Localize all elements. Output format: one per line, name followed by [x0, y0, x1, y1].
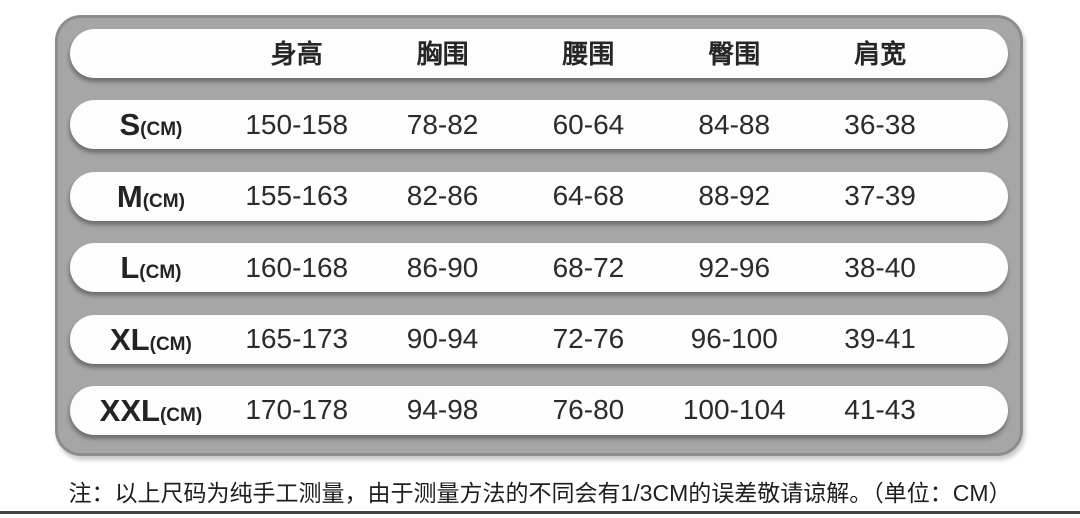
- value-cell-shoulder: 37-39: [844, 180, 916, 212]
- value-cell-height: 165-173: [245, 323, 349, 355]
- size-name: S: [119, 107, 141, 143]
- value-cell-chest: 82-86: [406, 180, 479, 212]
- value-cell-waist: 60-64: [552, 108, 625, 140]
- table-row-m: M(CM) 155-163 82-86 64-68 88-92 37-39: [70, 171, 1008, 221]
- table-row-l: L(CM) 160-168 86-90 68-72 92-96 38-40: [70, 243, 1008, 293]
- size-label: L(CM): [78, 252, 224, 283]
- column-header-shoulder: 肩宽: [854, 38, 907, 69]
- value-cell-hip: 88-92: [698, 180, 771, 212]
- size-label: XXL(CM): [78, 395, 224, 426]
- value-cell-chest: 86-90: [406, 251, 479, 283]
- size-unit: (CM): [139, 262, 182, 284]
- size-unit: (CM): [140, 119, 183, 141]
- table-row-xl: XL(CM) 165-173 90-94 72-76 96-100 39-41: [70, 314, 1008, 364]
- table-row-xxl: XXL(CM) 170-178 94-98 76-80 100-104 41-4…: [70, 385, 1008, 435]
- value-cell-shoulder: 36-38: [844, 108, 916, 140]
- size-unit: (CM): [149, 333, 192, 355]
- column-header-hip: 臀围: [708, 38, 761, 69]
- column-header-height: 身高: [270, 38, 323, 69]
- size-name: XL: [110, 321, 150, 357]
- value-cell-waist: 72-76: [552, 323, 625, 355]
- column-header-waist: 腰围: [562, 38, 615, 69]
- value-cell-height: 150-158: [245, 108, 349, 140]
- value-cell-chest: 90-94: [406, 323, 479, 355]
- value-cell-hip: 92-96: [698, 251, 771, 283]
- value-cell-hip: 96-100: [690, 323, 778, 355]
- column-header-chest: 胸围: [416, 38, 469, 69]
- value-cell-shoulder: 38-40: [844, 251, 916, 283]
- value-cell-waist: 64-68: [552, 180, 625, 212]
- bottom-divider: [0, 511, 1080, 514]
- value-cell-waist: 68-72: [552, 251, 625, 283]
- size-unit: (CM): [159, 404, 203, 426]
- value-cell-height: 160-168: [245, 251, 349, 283]
- size-name: XXL: [99, 392, 160, 428]
- table-row-s: S(CM) 150-158 78-82 60-64 84-88 36-38: [70, 100, 1008, 150]
- size-chart-panel: 身高 胸围 腰围 臀围 肩宽 S(CM) 150-158 78-82 60-64…: [55, 15, 1023, 456]
- note-text: 注：以上尺码为纯手工测量，由于测量方法的不同会有1/3CM的误差敬请谅解。（单位…: [68, 480, 1012, 506]
- value-cell-waist: 76-80: [552, 394, 625, 426]
- value-cell-hip: 100-104: [682, 394, 786, 426]
- value-cell-shoulder: 41-43: [844, 394, 916, 426]
- size-name: M: [116, 178, 143, 214]
- table-header-row: 身高 胸围 腰围 臀围 肩宽: [70, 29, 1008, 78]
- size-unit: (CM): [142, 190, 185, 212]
- value-cell-chest: 94-98: [406, 394, 479, 426]
- size-label: S(CM): [78, 109, 224, 140]
- value-cell-shoulder: 39-41: [844, 323, 916, 355]
- value-cell-height: 170-178: [245, 394, 349, 426]
- value-cell-hip: 84-88: [698, 108, 771, 140]
- size-label: XL(CM): [78, 324, 224, 355]
- size-name: L: [120, 250, 140, 286]
- size-label: M(CM): [78, 181, 224, 212]
- value-cell-chest: 78-82: [406, 108, 479, 140]
- value-cell-height: 155-163: [245, 180, 349, 212]
